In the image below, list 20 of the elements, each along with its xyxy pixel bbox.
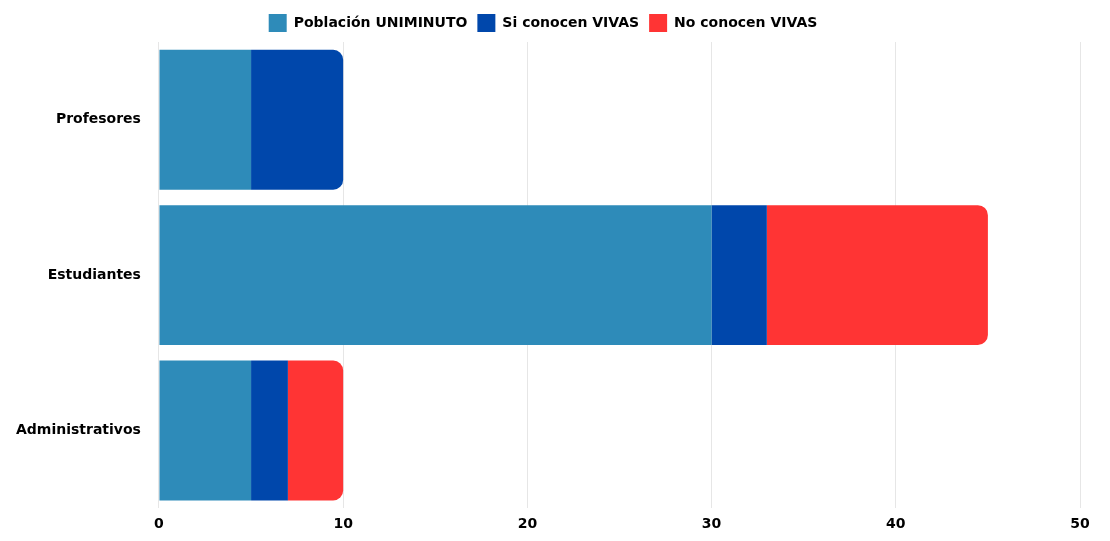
- x-tick-label: 10: [333, 515, 354, 532]
- x-tick-label: 20: [517, 515, 538, 532]
- bar: [251, 360, 288, 501]
- x-tick-label: 50: [1070, 515, 1090, 532]
- bar: [159, 205, 712, 346]
- legend-label: No conocen VIVAS: [674, 13, 818, 30]
- x-tick-label: 40: [886, 515, 906, 532]
- y-tick-label: Profesores: [55, 110, 141, 127]
- x-tick-label: 0: [154, 515, 165, 532]
- legend-label: Si conocen VIVAS: [502, 13, 640, 30]
- y-tick-label: Estudiantes: [47, 265, 141, 282]
- bar: [159, 49, 252, 190]
- bar: [766, 205, 988, 346]
- x-tick-label: 30: [701, 515, 722, 532]
- bar: [711, 205, 767, 346]
- bar: [251, 49, 344, 190]
- y-tick-label: Administrativos: [15, 421, 141, 438]
- bar: [159, 360, 252, 501]
- legend-label: Población UNIMINUTO: [293, 13, 468, 30]
- bar: [287, 360, 344, 501]
